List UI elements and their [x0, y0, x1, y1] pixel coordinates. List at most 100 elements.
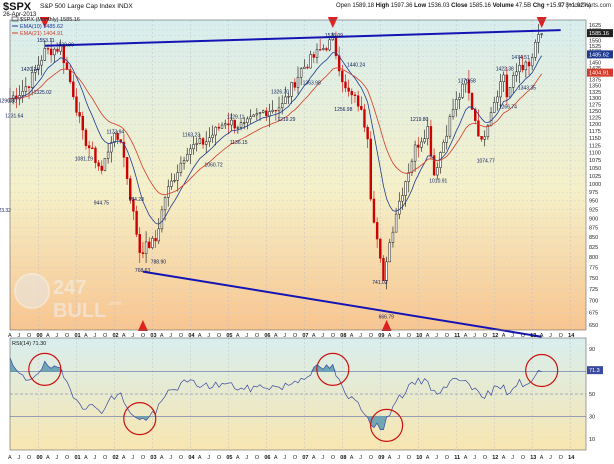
rsi-value-tag	[587, 366, 603, 375]
candle-body	[398, 200, 401, 215]
price-x-tick: J	[549, 333, 552, 339]
candle-body	[163, 197, 167, 211]
last-value-text: 1585.16	[589, 31, 609, 37]
rsi-x-tick: O	[255, 455, 260, 461]
candle-body	[84, 129, 88, 146]
candle-body	[356, 95, 360, 107]
price-x-tick: J	[511, 333, 514, 339]
candle-body	[37, 64, 40, 70]
rsi-highlight-circle	[28, 352, 62, 386]
rsi-x-tick: 09	[378, 455, 384, 461]
last-value-text: 1404.91	[589, 71, 609, 77]
rsi-x-tick: J	[283, 455, 286, 461]
price-x-tick: A	[388, 333, 392, 339]
candle-body	[499, 81, 502, 98]
candle-body	[154, 238, 157, 242]
candle-body	[113, 133, 116, 143]
candle-body	[315, 49, 319, 58]
rsi-y-tick: 10	[589, 437, 595, 443]
candle-body	[78, 112, 81, 117]
close-value: 1585.16	[469, 3, 491, 9]
price-x-tick: O	[293, 333, 298, 339]
candle-body	[534, 42, 537, 58]
price-data-label: 1325.02	[34, 90, 52, 96]
open-label: Open	[336, 3, 351, 9]
ema10-line	[9, 52, 543, 225]
price-x-tick: J	[359, 333, 362, 339]
rsi-value-text: 71.3	[589, 368, 600, 374]
candle-body	[125, 157, 129, 179]
price-x-tick: O	[217, 333, 222, 339]
candle-body	[129, 178, 132, 200]
volume-value: 47.5B	[515, 3, 532, 9]
rsi-x-tick: O	[217, 455, 222, 461]
candle-body	[486, 125, 490, 138]
rsi-x-tick: O	[445, 455, 450, 461]
price-x-tick: J	[93, 333, 96, 339]
price-x-tick: A	[312, 333, 316, 339]
candle-body	[512, 75, 515, 88]
candle-body	[287, 96, 290, 98]
candle-body	[353, 94, 357, 96]
price-x-tick: O	[559, 333, 564, 339]
price-data-label: 1370.58	[458, 79, 476, 85]
candle-body	[72, 81, 75, 98]
rsi-x-tick: 12	[492, 455, 498, 461]
candle-body	[404, 181, 407, 196]
candle-body	[436, 167, 439, 176]
price-y-tick: 975	[589, 190, 598, 196]
price-x-tick: O	[179, 333, 184, 339]
rsi-x-tick: 01	[74, 455, 80, 461]
price-data-label: 1363.98	[303, 80, 321, 86]
candle-body	[360, 105, 363, 110]
candle-body	[318, 49, 322, 51]
watermark-text-2: BULL	[53, 300, 106, 322]
price-x-tick: 05	[226, 333, 232, 339]
price-x-tick: A	[540, 333, 544, 339]
price-y-tick: 1525	[589, 44, 601, 50]
rsi-x-tick: O	[483, 455, 488, 461]
price-y-tick: 1250	[589, 109, 601, 115]
rsi-highlight-circle	[370, 408, 404, 442]
price-data-label: 1060.72	[205, 163, 223, 169]
candle-body	[493, 102, 496, 113]
price-y-tick: 700	[589, 299, 598, 305]
candle-body	[239, 122, 243, 128]
price-panel: 650 675 700 725 750 775 800 825 850 875 900 925 950 9…	[0, 16, 613, 339]
candle-body	[170, 180, 173, 187]
rsi-x-tick: A	[160, 455, 164, 461]
candle-body	[258, 112, 262, 114]
candle-body	[537, 34, 540, 43]
candle-body	[160, 209, 164, 230]
candle-body	[189, 148, 192, 155]
price-x-tick: O	[103, 333, 108, 339]
candle-body	[299, 68, 303, 78]
candle-body	[103, 158, 107, 171]
candle-body	[252, 114, 255, 117]
price-y-tick: 650	[589, 323, 598, 329]
high-label: High	[375, 3, 390, 9]
candle-body	[261, 110, 265, 113]
ohlc-stats: Open 1589.18 High 1597.36 Low 1536.03 Cl…	[336, 3, 591, 9]
candle-body	[201, 138, 205, 145]
candle-body	[233, 119, 236, 129]
price-x-tick: O	[445, 333, 450, 339]
candle-body	[148, 241, 151, 248]
rsi-x-tick: A	[388, 455, 392, 461]
price-x-tick: A	[122, 333, 126, 339]
candle-body	[274, 109, 278, 112]
candle-body	[236, 127, 240, 129]
candle-body	[391, 231, 395, 243]
price-x-tick: A	[236, 333, 240, 339]
rsi-x-tick: A	[122, 455, 126, 461]
volume-label: Volume	[492, 3, 514, 9]
candle-body	[379, 238, 382, 259]
candle-body	[280, 103, 284, 109]
legend-rsi: RSI(14) 71.30	[12, 341, 46, 347]
candle-body	[524, 61, 528, 71]
price-x-tick: O	[141, 333, 146, 339]
high-value: 1597.36	[390, 3, 413, 9]
low-value: 1536.03	[427, 3, 450, 9]
price-data-label: 1326.70	[271, 89, 289, 95]
rsi-x-tick: J	[207, 455, 210, 461]
